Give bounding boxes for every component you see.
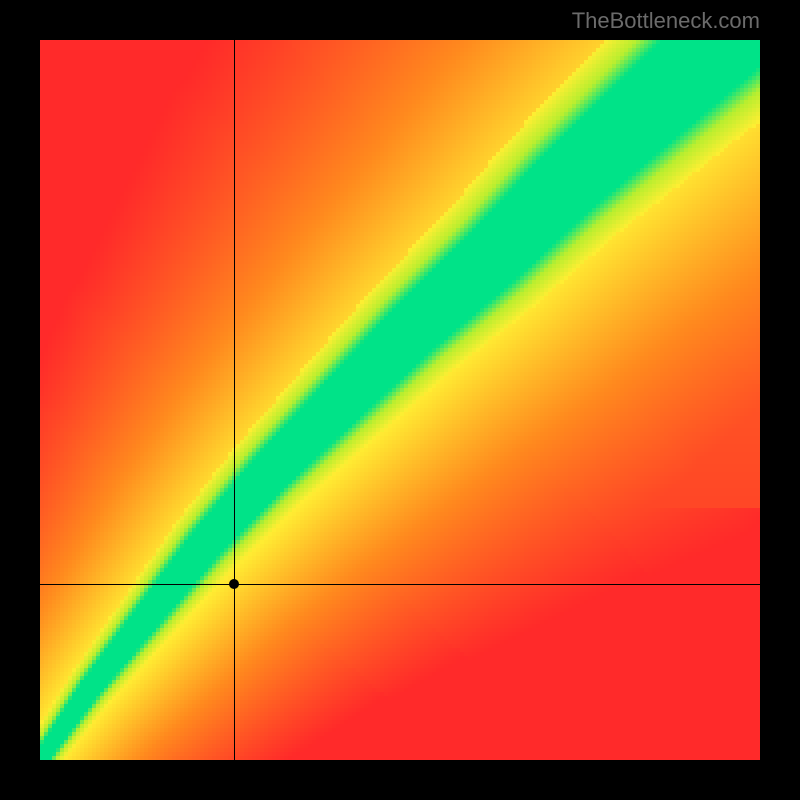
data-point-marker (229, 579, 239, 589)
heatmap-plot (40, 40, 760, 760)
crosshair-horizontal (40, 584, 760, 585)
heatmap-canvas (40, 40, 760, 760)
watermark-text: TheBottleneck.com (572, 8, 760, 34)
crosshair-vertical (234, 40, 235, 760)
